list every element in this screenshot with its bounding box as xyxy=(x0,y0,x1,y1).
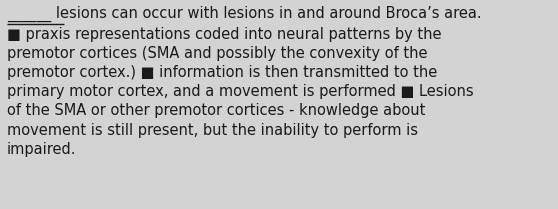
Text: ______ lesions can occur with lesions in and around Broca’s area.
■ praxis repre: ______ lesions can occur with lesions in… xyxy=(7,6,482,157)
Text: ______: ______ xyxy=(7,6,51,21)
